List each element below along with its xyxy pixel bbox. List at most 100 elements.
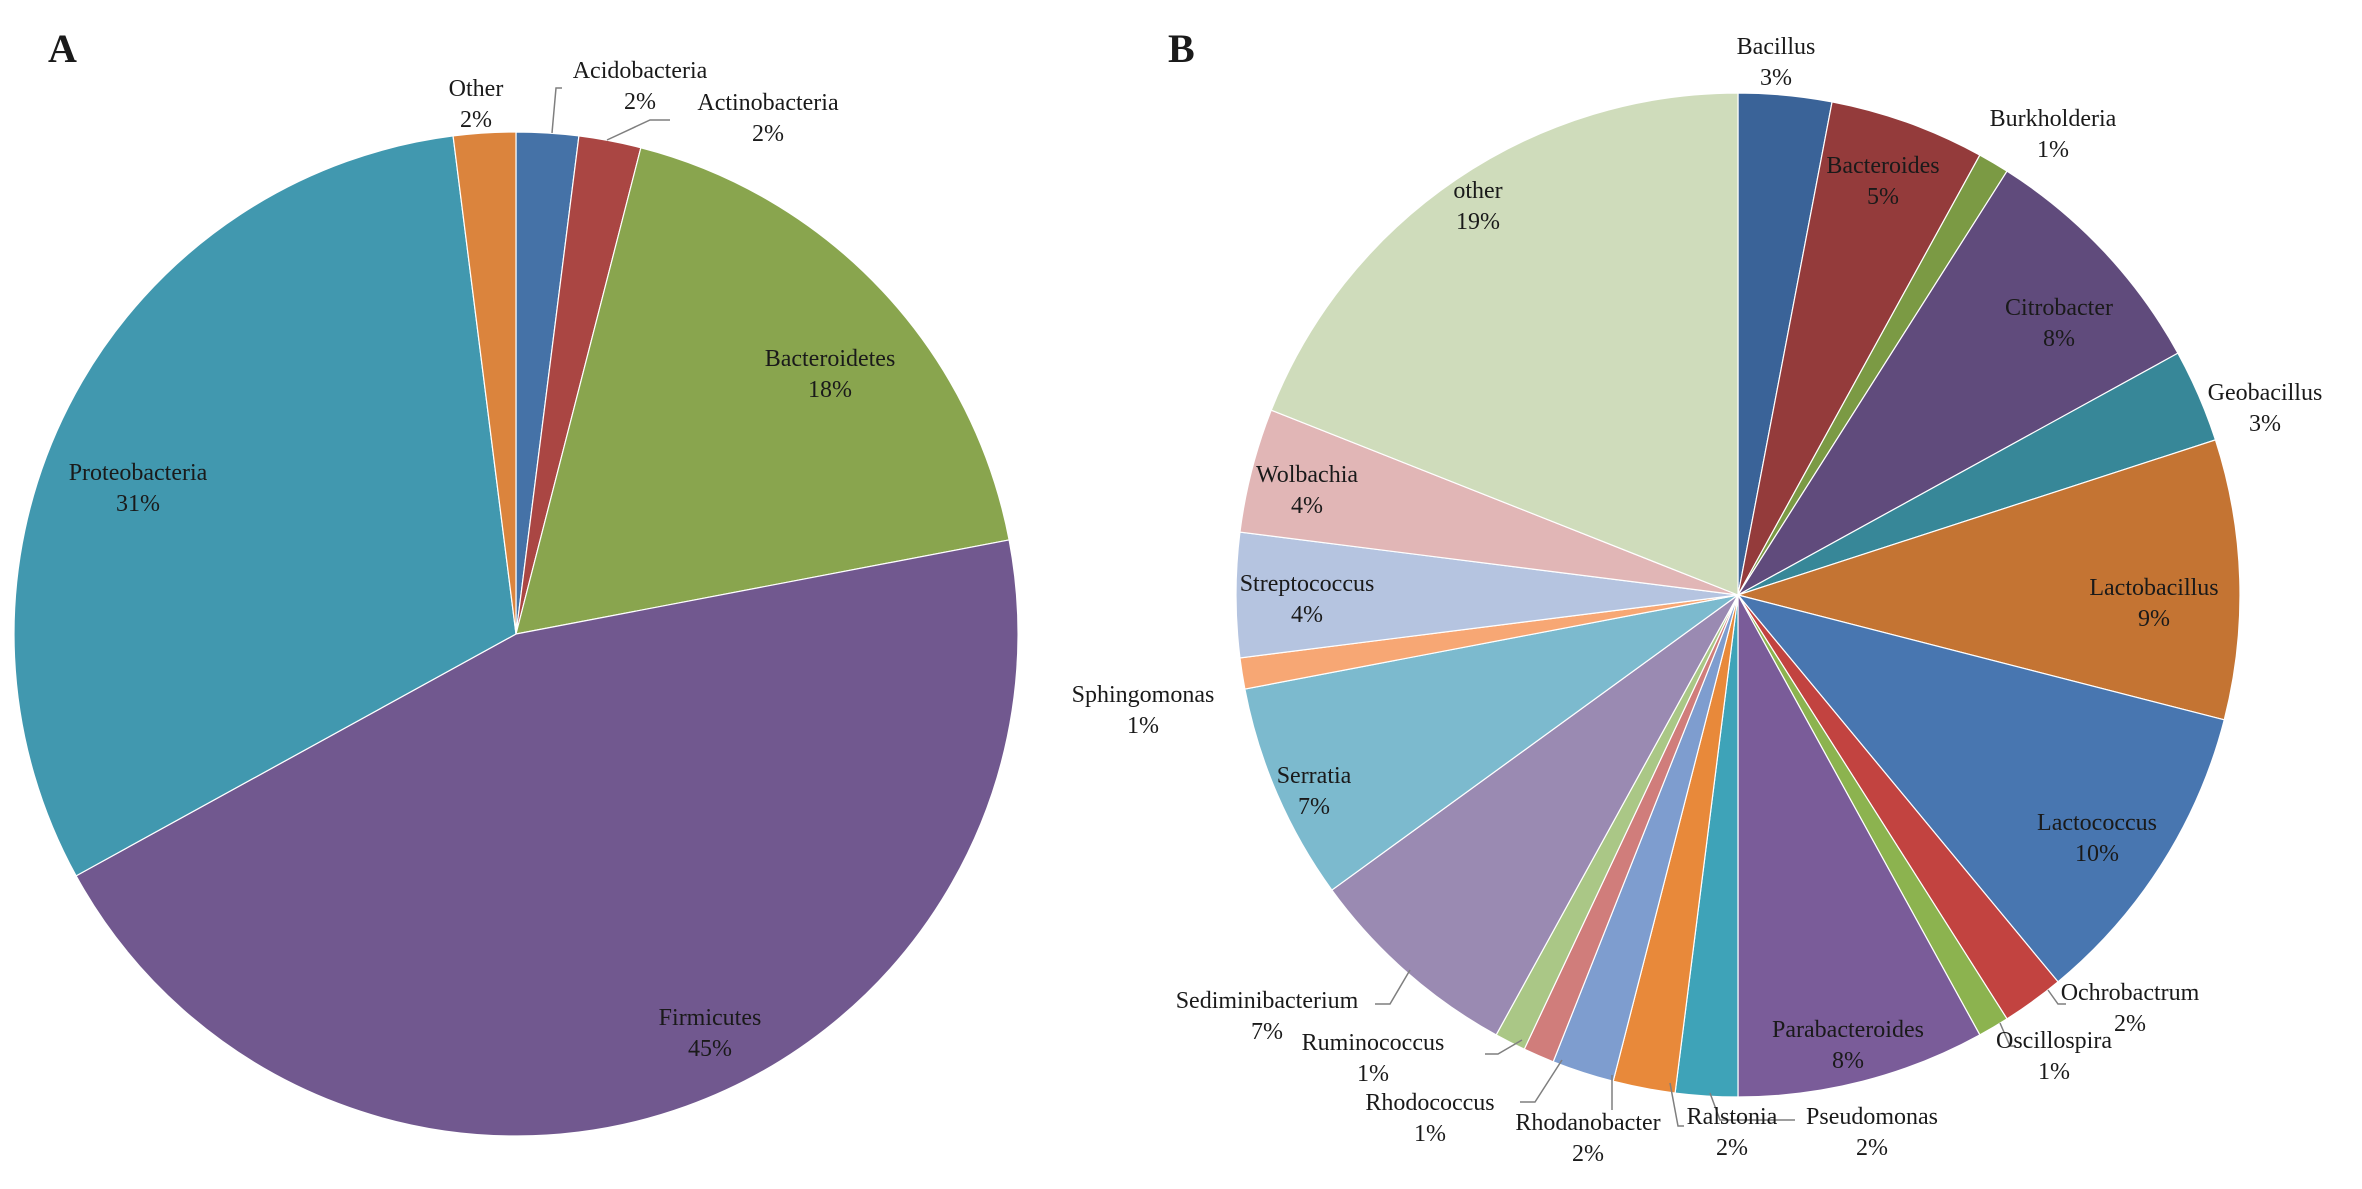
pie-b-data-label-serratia: Serratia 7% xyxy=(1277,763,1352,820)
pie-a-percent-value: 31% xyxy=(116,491,160,517)
pie-a-category-name: Actinobacteria xyxy=(697,90,839,116)
panel-b-letter: B xyxy=(1168,26,1195,71)
pie-b-percent-value: 10% xyxy=(2075,841,2119,867)
pie-b-data-label-citrobacter: Citrobacter 8% xyxy=(2005,295,2113,352)
pie-a-percent-value: 2% xyxy=(752,121,784,147)
pie-b-category-name: Burkholderia xyxy=(1990,106,2117,132)
pie-b-data-label-ruminococcus: Ruminococcus 1% xyxy=(1302,1030,1445,1087)
panel-a-letter: A xyxy=(48,26,77,71)
pie-b-leader-line-ruminococcus xyxy=(1485,1039,1523,1055)
pie-b-category-name: Streptococcus xyxy=(1240,571,1375,597)
pie-a-category-name: Bacteroidetes xyxy=(765,346,896,372)
pie-a-slice-bacteroidetes xyxy=(515,147,1010,635)
pie-a-slice-other xyxy=(452,131,517,635)
pie-b-category-name: Lactobacillus xyxy=(2089,575,2218,601)
pie-a-percent-value: 18% xyxy=(808,377,852,403)
pie-b-percent-value: 5% xyxy=(1867,184,1899,210)
pie-a-category-name: Other xyxy=(449,76,504,102)
pie-b-data-label-bacteroides: Bacteroides 5% xyxy=(1826,153,1939,210)
panel-b: B Bacillus 3% Bacteroides 5% Burkholderia 1% C… xyxy=(1072,26,2323,1167)
pie-b-data-label-geobacillus: Geobacillus 3% xyxy=(2208,380,2323,437)
pie-b-category-name: Serratia xyxy=(1277,763,1352,789)
pie-a-category-name: Proteobacteria xyxy=(69,460,208,486)
pie-b-category-name: Rhodococcus xyxy=(1365,1090,1494,1116)
pie-b-category-name: Bacillus xyxy=(1737,34,1816,60)
pie-b-percent-value: 1% xyxy=(1127,713,1159,739)
pie-b-slice-lactobacillus xyxy=(1735,439,2241,721)
pie-b-percent-value: 2% xyxy=(1572,1141,1604,1167)
pie-chart-b: Bacillus 3% Bacteroides 5% Burkholderia 1% Cit… xyxy=(1072,34,2323,1167)
pie-b-percent-value: 8% xyxy=(1832,1048,1864,1074)
pie-b-slice-bacteroides xyxy=(1737,101,1981,596)
pie-b-data-label-pseudomonas: Pseudomonas 2% xyxy=(1806,1104,1938,1161)
pie-b-percent-value: 1% xyxy=(1414,1121,1446,1147)
pie-a-percent-value: 2% xyxy=(624,89,656,115)
pie-b-percent-value: 2% xyxy=(2114,1011,2146,1037)
pie-b-data-label-bacillus: Bacillus 3% xyxy=(1737,34,1816,91)
pie-b-leader-line-ralstonia xyxy=(1669,1082,1684,1127)
pie-b-data-label-wolbachia: Wolbachia 4% xyxy=(1256,462,1358,519)
pie-b-percent-value: 8% xyxy=(2043,326,2075,352)
pie-b-category-name: Lactococcus xyxy=(2037,810,2157,836)
pie-b-percent-value: 2% xyxy=(1856,1135,1888,1161)
pie-a-category-name: Firmicutes xyxy=(659,1005,762,1031)
pie-a-data-label-firmicutes: Firmicutes 45% xyxy=(659,1005,762,1062)
pie-b-data-label-lactococcus: Lactococcus 10% xyxy=(2037,810,2157,867)
pie-b-percent-value: 3% xyxy=(2249,411,2281,437)
pie-b-category-name: Citrobacter xyxy=(2005,295,2113,321)
pie-b-leader-line-sediminibacterium xyxy=(1375,969,1411,1005)
pie-b-data-label-streptococcus: Streptococcus 4% xyxy=(1240,571,1375,628)
pie-b-data-label-sphingomonas: Sphingomonas 1% xyxy=(1072,682,1215,739)
pie-b-percent-value: 9% xyxy=(2138,606,2170,632)
pie-b-data-label-burkholderia: Burkholderia 1% xyxy=(1990,106,2117,163)
pie-a-percent-value: 45% xyxy=(688,1036,732,1062)
pie-b-percent-value: 7% xyxy=(1298,794,1330,820)
pie-a-data-label-bacteroidetes: Bacteroidetes 18% xyxy=(765,346,896,403)
pie-b-data-label-rhodococcus: Rhodococcus 1% xyxy=(1365,1090,1494,1147)
pie-b-slice-other xyxy=(1270,92,1739,596)
pie-a-leader-line-actinobacteria xyxy=(606,119,670,141)
pie-b-data-label-other: other 19% xyxy=(1453,178,1502,235)
pie-b-category-name: Ochrobactrum xyxy=(2061,980,2200,1006)
pie-b-leader-line-rhodococcus xyxy=(1520,1059,1563,1103)
pie-b-percent-value: 1% xyxy=(2037,137,2069,163)
pie-b-leader-line-pseudomonas xyxy=(1709,1092,1795,1121)
pie-a-slice-proteobacteria xyxy=(13,135,517,877)
pie-b-category-name: Pseudomonas xyxy=(1806,1104,1938,1130)
pie-b-slice-sediminibacterium xyxy=(1331,594,1739,1036)
pie-a-data-label-proteobacteria: Proteobacteria 31% xyxy=(69,460,208,517)
pie-b-category-name: Ralstonia xyxy=(1687,1104,1778,1130)
pie-a-data-label-acidobacteria: Acidobacteria 2% xyxy=(573,58,708,115)
pie-a-data-label-actinobacteria: Actinobacteria 2% xyxy=(697,90,839,147)
pie-b-percent-value: 19% xyxy=(1456,209,1500,235)
pie-b-percent-value: 1% xyxy=(1357,1061,1389,1087)
pie-a-data-label-other: Other 2% xyxy=(449,76,504,133)
pie-b-category-name: other xyxy=(1453,178,1502,204)
pie-b-data-label-oscillospira: Oscillospira 1% xyxy=(1996,1028,2112,1085)
pie-b-percent-value: 4% xyxy=(1291,493,1323,519)
pie-b-slice-lactococcus xyxy=(1736,593,2225,983)
pie-b-category-name: Rhodanobacter xyxy=(1515,1110,1660,1136)
pie-b-leader-line-ochrobactrum xyxy=(2047,989,2066,1005)
pie-b-category-name: Sediminibacterium xyxy=(1176,988,1359,1014)
pie-b-category-name: Parabacteroides xyxy=(1772,1017,1924,1043)
pie-b-category-name: Sphingomonas xyxy=(1072,682,1215,708)
pie-b-percent-value: 7% xyxy=(1251,1019,1283,1045)
pie-b-leader-line-oscillospira xyxy=(1999,1022,2016,1047)
pie-b-slice-serratia xyxy=(1244,594,1739,891)
pie-b-data-label-ochrobactrum: Ochrobactrum 2% xyxy=(2061,980,2200,1037)
pie-b-category-name: Ruminococcus xyxy=(1302,1030,1445,1056)
pie-a-leader-line-acidobacteria xyxy=(551,87,562,134)
pie-b-percent-value: 4% xyxy=(1291,602,1323,628)
pie-b-category-name: Geobacillus xyxy=(2208,380,2323,406)
panel-a: A Acidobacteria 2% Actinobacteria 2% Bactero… xyxy=(13,26,1019,1137)
pie-b-category-name: Oscillospira xyxy=(1996,1028,2112,1054)
pie-b-percent-value: 2% xyxy=(1716,1135,1748,1161)
pie-chart-a: Acidobacteria 2% Actinobacteria 2% Bacteroid… xyxy=(13,58,1019,1137)
pie-b-percent-value: 3% xyxy=(1760,65,1792,91)
pie-b-slice-parabacteroides xyxy=(1737,594,1981,1098)
pie-b-category-name: Wolbachia xyxy=(1256,462,1358,488)
pie-a-slice-firmicutes xyxy=(75,539,1019,1137)
pie-b-data-label-rhodanobacter: Rhodanobacter 2% xyxy=(1515,1110,1660,1167)
